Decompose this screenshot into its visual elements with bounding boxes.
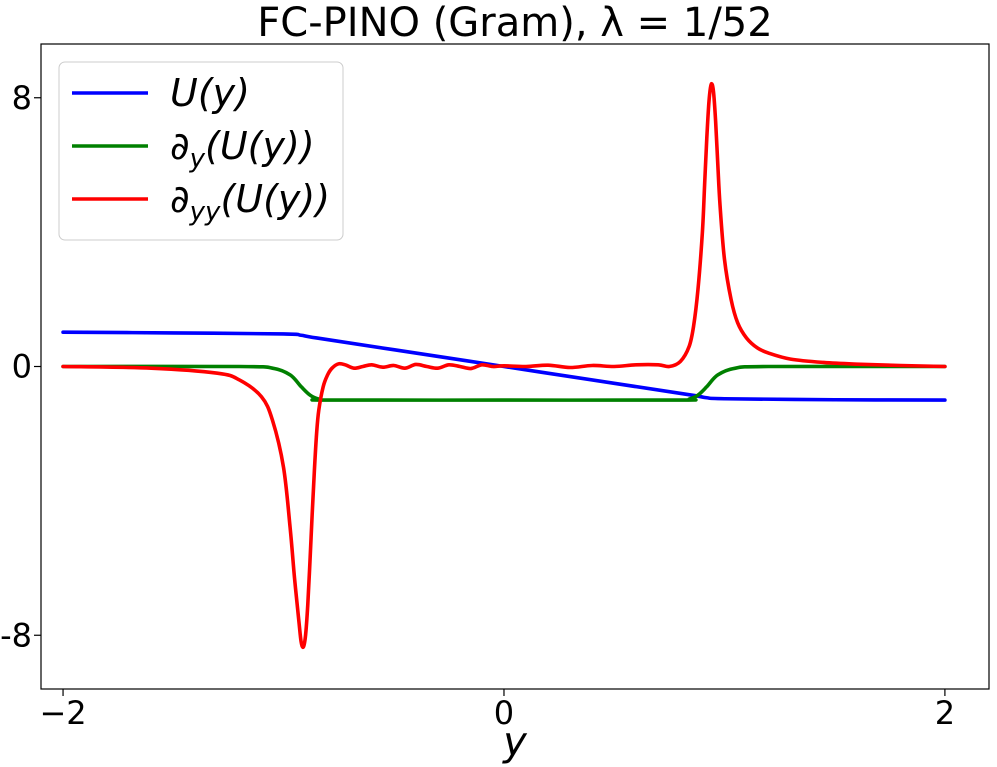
legend: U(y) ∂y(U(y))∂yy(U(y)) [58,61,344,241]
chart-title: FC-PINO (Gram), λ = 1/52 [257,0,772,46]
y-tick-label: -8 [0,616,32,654]
legend-box [58,61,344,241]
series-layer [61,81,947,650]
series-line-3 [61,81,947,650]
y-tick-label: 0 [12,348,32,386]
legend-label-2: ∂y(U(y)) [170,124,315,174]
legend-label-1: U(y) [170,71,250,115]
x-tick-label: 2 [935,694,955,732]
legend-label-3: ∂yy(U(y)) [170,177,330,227]
ticks-layer: −2 0 2 8 0 -8 [0,79,955,732]
series-line-2 [61,364,947,402]
x-tick-label: −2 [39,694,86,732]
y-tick-label: 8 [12,79,32,117]
x-axis-label: y [502,719,528,765]
x-tick-label: 0 [494,694,514,732]
